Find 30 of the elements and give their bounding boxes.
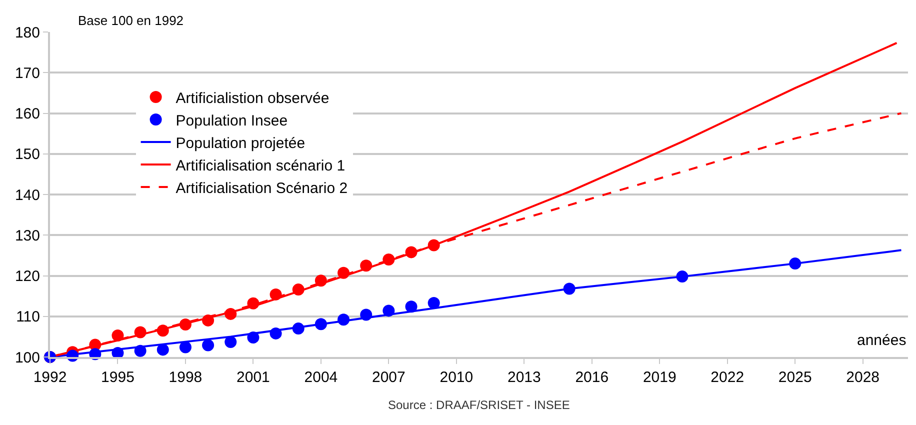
x-tick-label: 2010	[440, 369, 474, 386]
x-tick-label: 2025	[778, 369, 812, 386]
x-tick-label: 2028	[846, 369, 880, 386]
x-tick-label: 1992	[33, 369, 67, 386]
y-tick-label: 170	[14, 64, 40, 82]
y-tick-label: 150	[14, 146, 40, 164]
x-axis-title: années	[857, 332, 906, 349]
legend-label: Population Insee	[176, 112, 288, 130]
y-tick-label: 130	[14, 227, 40, 244]
x-tick-label: 1995	[101, 369, 134, 386]
x-tick-label: 2007	[372, 369, 406, 386]
x-tick-label: 2013	[507, 369, 541, 386]
y-tick-label: 140	[14, 186, 40, 204]
x-tick-label: 1998	[168, 369, 202, 386]
x-tick-label: 2001	[236, 369, 270, 386]
y-tick-label: 100	[14, 349, 40, 366]
y-tick-label: 110	[16, 308, 40, 326]
y-tick-label: 160	[14, 106, 40, 122]
legend-label: Artificialisation Scénario 2	[176, 180, 348, 197]
x-tick-label: 2019	[642, 369, 676, 386]
y-tick-label: 120	[14, 268, 40, 285]
y-tick-label: 180	[14, 24, 40, 42]
x-tick-label: 2004	[304, 369, 338, 386]
legend-label: Artificialisation scénario 1	[176, 157, 346, 174]
y-axis-title: Base 100 en 1992	[78, 13, 184, 28]
x-tick-label: 2022	[710, 369, 744, 386]
x-tick-label: 2016	[575, 369, 609, 386]
legend-label: Population projetée	[176, 134, 306, 152]
legend-label: Artificialistion observée	[176, 90, 330, 107]
source-note: Source : DRAAF/SRISET - INSEE	[388, 398, 570, 412]
